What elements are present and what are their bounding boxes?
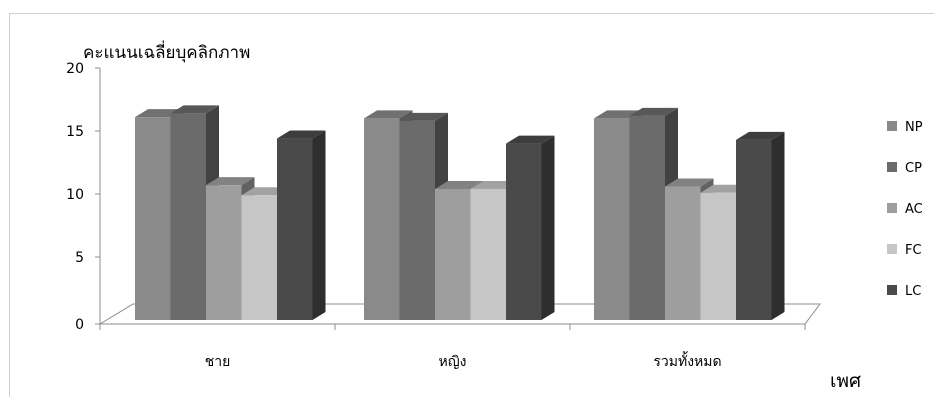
legend-label: AC: [905, 202, 923, 217]
bar-top: [277, 130, 326, 139]
bar-top: [364, 110, 413, 119]
y-tick-label: 10: [66, 187, 84, 203]
x-tick-label: รวมทั้งหมด: [653, 351, 721, 370]
bar-front: [665, 186, 701, 320]
bar-front: [399, 120, 435, 320]
bar-top: [665, 178, 714, 187]
bars: [135, 105, 785, 321]
legend-label: NP: [905, 120, 923, 135]
x-tick-label: ชาย: [205, 354, 231, 370]
legend-item: NP: [887, 120, 923, 135]
y-tick-label: 20: [66, 61, 84, 77]
bar-front: [736, 139, 772, 320]
legend-item: LC: [887, 284, 921, 299]
bar-top: [435, 180, 484, 189]
bar-front: [594, 118, 630, 321]
bar-side: [771, 131, 785, 320]
bar-front: [700, 192, 736, 320]
bar-side: [541, 135, 555, 320]
bar-top: [629, 107, 678, 116]
legend-swatch: [887, 244, 897, 254]
bar-front: [629, 115, 665, 320]
legend-swatch: [887, 162, 897, 172]
legend-label: CP: [905, 161, 922, 176]
bar-side: [312, 130, 326, 320]
legend-swatch: [887, 121, 897, 131]
bar: [736, 131, 785, 320]
bar-front: [206, 185, 242, 320]
legend-swatch: [887, 285, 897, 295]
chart-frame: [9, 13, 934, 397]
y-tick-label: 15: [66, 124, 84, 140]
bar-front: [364, 118, 400, 321]
bar-front: [435, 188, 471, 320]
bar-front: [470, 188, 506, 320]
bar: [277, 130, 326, 320]
legend-item: CP: [887, 161, 922, 176]
legend: NP CP AC FC LC: [887, 120, 923, 299]
legend-label: FC: [905, 243, 922, 258]
bar-front: [277, 138, 313, 320]
legend-item: FC: [887, 243, 922, 258]
y-tick-label: 5: [75, 250, 84, 266]
bar-front: [135, 117, 171, 320]
y-tick-label: 0: [75, 317, 84, 333]
x-axis: ชาย หญิง รวมทั้งหมด: [99, 324, 806, 370]
bar-top: [736, 131, 785, 140]
legend-swatch: [887, 203, 897, 213]
x-axis-title: เพศ: [830, 370, 861, 392]
y-axis-title: คะแนนเฉลี่ยบุคลิกภาพ: [83, 40, 250, 63]
bar-front: [241, 195, 277, 320]
x-tick-label: หญิง: [439, 354, 467, 370]
bar-top: [206, 177, 255, 186]
bar-top: [506, 135, 555, 144]
bar-top: [399, 112, 448, 121]
bar-top: [170, 105, 219, 114]
bar-front: [506, 143, 542, 320]
bar: [506, 135, 555, 320]
legend-item: AC: [887, 202, 923, 217]
legend-label: LC: [905, 284, 921, 299]
y-axis: 0 5 10 15 20: [66, 61, 101, 333]
bar-front: [170, 113, 206, 320]
